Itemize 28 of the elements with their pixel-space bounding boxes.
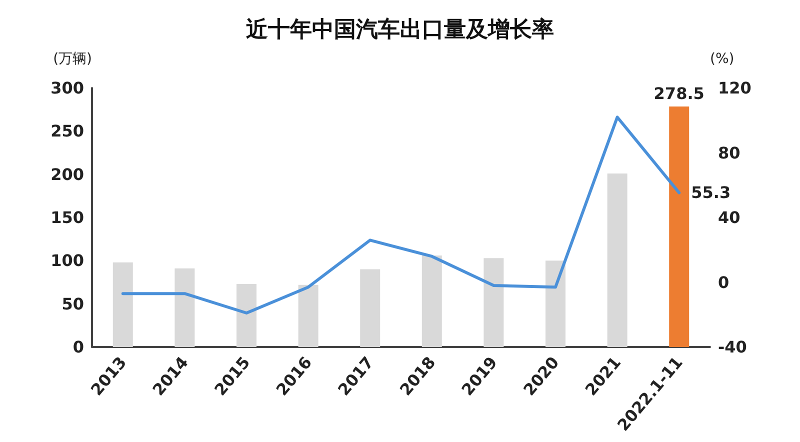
y2-tick-label: 80	[718, 143, 740, 162]
data-label: 55.3	[691, 183, 731, 202]
y-tick-label: 300	[50, 78, 84, 98]
bar	[236, 284, 256, 347]
y2-tick-label: 0	[718, 272, 730, 292]
bar	[484, 258, 504, 347]
y2-tick-label: 120	[718, 78, 752, 98]
y-tick-label: 250	[50, 122, 84, 141]
chart-title: 近十年中国汽车出口量及增长率	[245, 16, 554, 42]
y-axis-title: (万辆)	[53, 51, 92, 67]
bar	[112, 262, 133, 347]
bar	[360, 269, 380, 347]
y-tick-label: 150	[50, 208, 84, 227]
data-label: 278.5	[654, 84, 704, 104]
y2-tick-label: 40	[718, 208, 740, 227]
bar	[422, 255, 442, 347]
y2-tick-label: -40	[718, 338, 747, 356]
bar	[546, 260, 566, 347]
y-tick-label: 200	[50, 164, 84, 184]
bar	[174, 268, 195, 347]
bar	[298, 284, 318, 347]
bar	[669, 106, 690, 347]
y2-axis-title: (%)	[710, 51, 734, 67]
line-series	[121, 116, 681, 315]
bar	[607, 173, 628, 347]
y-tick-label: 0	[72, 338, 84, 356]
y-tick-label: 50	[62, 294, 84, 314]
y-tick-label: 100	[50, 251, 84, 270]
